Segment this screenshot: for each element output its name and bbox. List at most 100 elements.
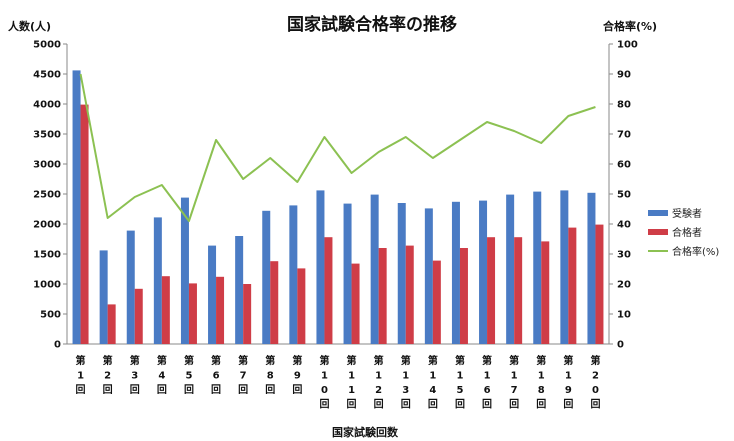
x-tick-char: 第 <box>265 354 275 367</box>
bar-examinees <box>587 192 596 344</box>
x-tick-label: 第 1 回 <box>76 354 86 396</box>
bar-examinees <box>506 194 515 344</box>
x-tick-char: 8 <box>538 385 545 396</box>
x-tick-label: 第 8 回 <box>265 354 275 396</box>
x-tick-char: 第 <box>157 354 167 367</box>
x-tick-char: 回 <box>428 399 438 411</box>
x-tick-char: 回 <box>157 384 167 396</box>
x-tick-char: 8 <box>267 371 274 382</box>
axes <box>66 44 610 345</box>
bar-examinees <box>99 250 108 344</box>
bar-passers <box>378 248 387 344</box>
y-left-tick-label: 3000 <box>33 160 61 171</box>
x-tick-char: 第 <box>347 354 357 367</box>
x-tick-char: 0 <box>592 385 599 396</box>
y-right-tick-label: 90 <box>617 70 631 81</box>
y-left-tick-label: 4500 <box>33 70 61 81</box>
x-tick-char: 回 <box>292 384 302 396</box>
bar-passers <box>432 260 441 344</box>
y-right-tick-label: 40 <box>617 220 631 231</box>
x-tick-char: 第 <box>509 354 519 367</box>
y-left-tick-label: 3500 <box>33 130 61 141</box>
x-tick-label: 第 1 7 回 <box>509 354 519 411</box>
bar-examinees <box>451 201 460 344</box>
x-tick-label: 第 3 回 <box>130 354 140 396</box>
x-tick-char: 第 <box>238 354 248 367</box>
x-tick-char: 回 <box>401 399 411 411</box>
y-right-tick-label: 70 <box>617 130 631 141</box>
chart-title: 国家試験合格率の推移 <box>287 14 457 35</box>
bar-passers <box>487 237 496 344</box>
x-tick-label: 第 1 2 回 <box>374 354 384 411</box>
x-tick-char: 回 <box>482 399 492 411</box>
bar-examinees <box>533 191 542 344</box>
legend-label: 合格率(%) <box>672 245 719 258</box>
bar-passers <box>107 304 116 344</box>
x-tick-label: 第 6 回 <box>211 354 221 396</box>
x-tick-char: 第 <box>211 354 221 367</box>
x-tick-char: 回 <box>238 384 248 396</box>
x-tick-char: 回 <box>563 399 573 411</box>
x-tick-char: 第 <box>536 354 546 367</box>
bar-examinees <box>479 200 488 344</box>
bar-passers <box>161 276 170 344</box>
bar-examinees <box>343 203 352 344</box>
y-right-tick-label: 80 <box>617 100 631 111</box>
x-tick-char: 1 <box>565 371 572 382</box>
bar-passers <box>351 263 360 344</box>
x-tick-char: 回 <box>319 399 329 411</box>
x-tick-label: 第 9 回 <box>292 354 302 396</box>
x-tick-label: 第 1 8 回 <box>536 354 546 411</box>
x-tick-char: 第 <box>76 354 86 367</box>
bars <box>72 70 604 345</box>
x-tick-label: 第 2 0 回 <box>590 354 600 411</box>
x-tick-label: 第 4 回 <box>157 354 167 396</box>
x-tick-char: 2 <box>375 385 382 396</box>
bar-passers <box>324 237 333 344</box>
x-tick-char: 第 <box>482 354 492 367</box>
x-tick-char: 4 <box>429 385 436 396</box>
x-tick-label: 第 1 0 回 <box>319 354 329 411</box>
x-tick-char: 9 <box>294 371 301 382</box>
x-tick-label: 第 1 9 回 <box>563 354 573 411</box>
x-tick-char: 回 <box>184 384 194 396</box>
bar-passers <box>595 224 604 344</box>
x-tick-char: 第 <box>590 354 600 367</box>
bar-passers <box>568 227 577 344</box>
bar-examinees <box>560 190 569 344</box>
y-left-tick-label: 2500 <box>33 190 61 201</box>
x-tick-char: 1 <box>456 371 463 382</box>
x-tick-char: 1 <box>402 371 409 382</box>
x-tick-label: 第 1 5 回 <box>455 354 465 411</box>
x-tick-char: 3 <box>131 371 138 382</box>
x-axis-title: 国家試験回数 <box>332 425 399 439</box>
bar-passers <box>270 261 279 344</box>
bar-examinees <box>316 190 325 344</box>
bar-examinees <box>370 194 379 344</box>
bar-examinees <box>424 208 433 344</box>
bar-examinees <box>153 217 162 344</box>
x-tick-char: 6 <box>213 371 220 382</box>
bar-passers <box>297 268 306 344</box>
x-tick-char: 0 <box>321 385 328 396</box>
x-tick-char: 1 <box>511 371 518 382</box>
x-tick-char: 回 <box>130 384 140 396</box>
x-tick-char: 回 <box>347 399 357 411</box>
rate-line <box>79 73 596 222</box>
x-tick-label: 第 2 回 <box>103 354 113 396</box>
y-axis-right-ticks: 0 10 20 30 40 50 60 70 80 90 100 <box>609 40 638 351</box>
y-left-tick-label: 1000 <box>33 280 61 291</box>
bar-examinees <box>235 236 244 344</box>
bar-passers <box>188 283 197 344</box>
y-right-tick-label: 0 <box>617 340 624 351</box>
x-tick-char: 回 <box>103 384 113 396</box>
x-tick-char: 3 <box>402 385 409 396</box>
rate-line-path <box>79 73 596 222</box>
bar-passers <box>514 237 523 344</box>
bar-examinees <box>180 197 189 344</box>
x-tick-char: 第 <box>428 354 438 367</box>
x-tick-char: 第 <box>401 354 411 367</box>
